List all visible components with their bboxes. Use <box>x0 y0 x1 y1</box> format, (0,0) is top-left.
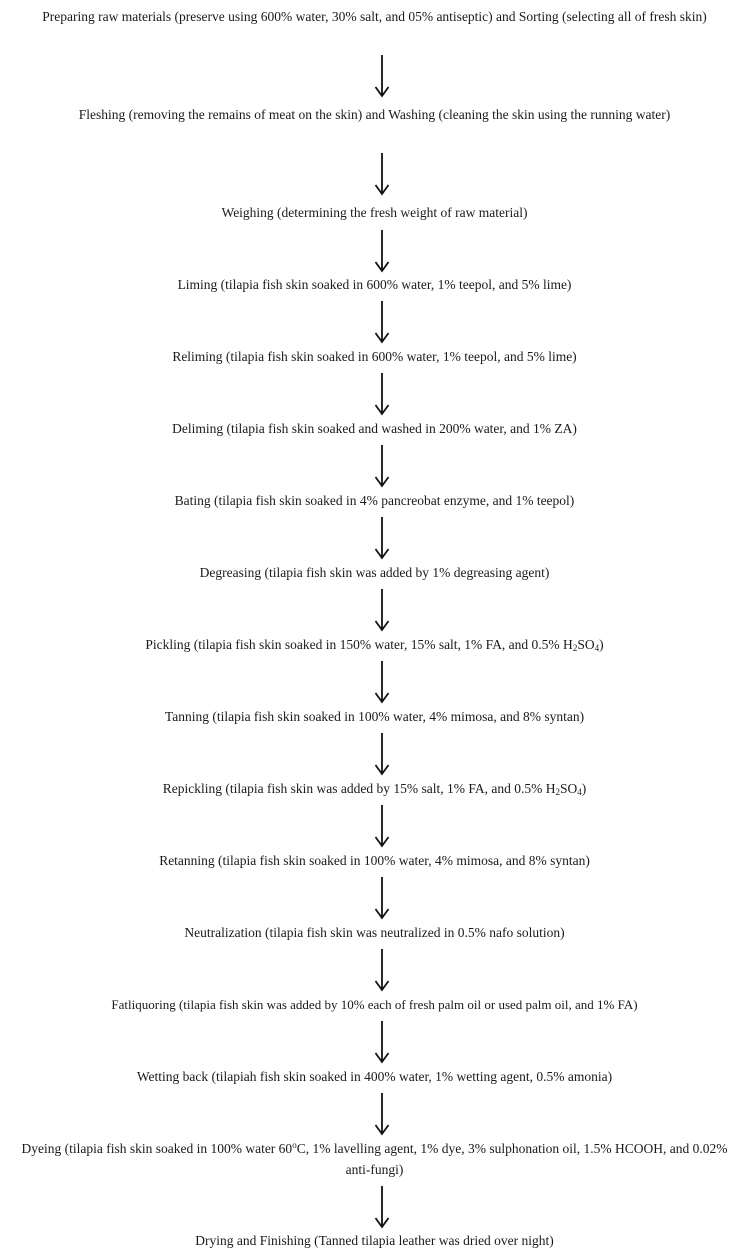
step-weighing: Weighing (determining the fresh weight o… <box>221 205 528 220</box>
arrow-down-icon <box>374 1186 390 1229</box>
step-wetting-back: Wetting back (tilapiah fish skin soaked … <box>136 1069 613 1084</box>
step-fatliquoring: Fatliquoring (tilapia fish skin was adde… <box>111 997 638 1012</box>
step-reliming: Reliming (tilapia fish skin soaked in 60… <box>172 349 577 364</box>
step-preparing-sorting: Preparing raw materials (preserve using … <box>42 9 707 24</box>
arrow-down-icon <box>374 733 390 776</box>
arrow-down-icon <box>374 153 390 196</box>
step-fleshing-washing: Fleshing (removing the remains of meat o… <box>78 107 671 122</box>
step-dyeing: Dyeing (tilapia fish skin soaked in 100%… <box>21 1140 728 1178</box>
arrow-down-icon <box>374 301 390 344</box>
step-repickling: Repickling (tilapia fish skin was added … <box>162 781 587 797</box>
step-liming: Liming (tilapia fish skin soaked in 600%… <box>177 277 572 292</box>
step-deliming: Deliming (tilapia fish skin soaked and w… <box>172 421 577 436</box>
arrow-down-icon <box>374 445 390 488</box>
arrow-down-icon <box>374 230 390 273</box>
arrow-down-icon <box>374 1021 390 1064</box>
arrow-down-icon <box>374 949 390 992</box>
step-tanning: Tanning (tilapia fish skin soaked in 100… <box>164 709 585 724</box>
arrow-down-icon <box>374 877 390 920</box>
step-bating: Bating (tilapia fish skin soaked in 4% p… <box>174 493 575 508</box>
arrow-down-icon <box>374 805 390 848</box>
step-drying-finishing: Drying and Finishing (Tanned tilapia lea… <box>195 1233 554 1248</box>
arrow-down-icon <box>374 661 390 704</box>
step-pickling: Pickling (tilapia fish skin soaked in 15… <box>145 637 604 653</box>
arrow-down-icon <box>374 517 390 560</box>
arrow-down-icon <box>374 589 390 632</box>
step-degreasing: Degreasing (tilapia fish skin was added … <box>199 565 550 580</box>
arrow-down-icon <box>374 1093 390 1136</box>
arrow-down-icon <box>374 373 390 416</box>
arrow-down-icon <box>374 55 390 98</box>
step-neutralization: Neutralization (tilapia fish skin was ne… <box>184 925 565 940</box>
step-retanning: Retanning (tilapia fish skin soaked in 1… <box>159 853 590 868</box>
